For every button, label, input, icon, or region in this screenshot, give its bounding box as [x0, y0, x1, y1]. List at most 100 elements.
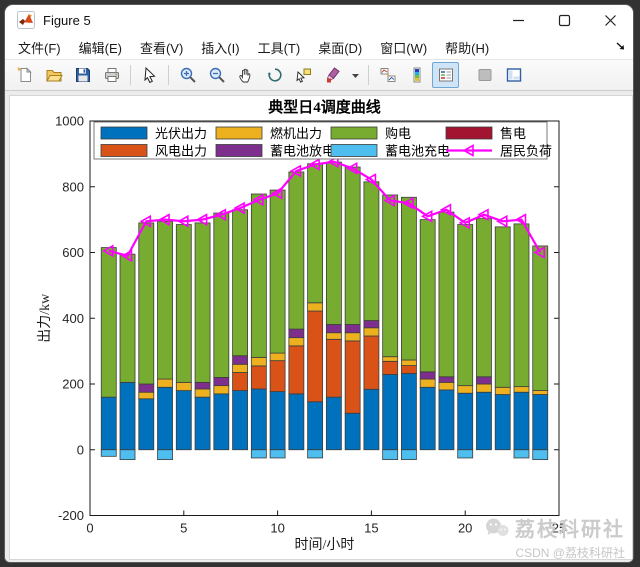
figure-area: 0 5 10 15 20 25 -200 0 200 400 600 800 1000 典型日4调度曲线时…	[5, 91, 634, 563]
legend-label-风电出力: 风电出力	[155, 144, 207, 159]
bar-h9-风电出力	[250, 365, 267, 390]
bar-h12-购电	[307, 163, 324, 304]
load-marker	[120, 249, 133, 263]
y-tick-label: 0	[77, 442, 84, 457]
dropdown-arrow-icon	[352, 73, 359, 78]
legend-swatch-蓄电池放电	[215, 144, 263, 157]
open-file-button[interactable]	[40, 62, 67, 88]
bar-h24-光伏出力	[532, 394, 549, 451]
bar-h2-购电	[119, 253, 136, 383]
print-figure-button[interactable]	[98, 62, 125, 88]
show-plot-tools-button[interactable]	[500, 62, 527, 88]
legend-swatch-售电	[445, 126, 493, 140]
load-marker	[139, 214, 152, 228]
close-button[interactable]	[587, 5, 633, 35]
link-plots-button[interactable]	[374, 62, 401, 88]
bar-h10-燃机出力	[269, 352, 286, 362]
bar-h16-燃机出力	[382, 356, 399, 362]
insert-legend-button[interactable]	[432, 62, 459, 88]
bar-h14-蓄电池放电	[344, 324, 361, 334]
chart-title: 典型日4调度曲线	[268, 98, 381, 116]
plot-canvas[interactable]: 0 5 10 15 20 25-20002004006008001000典型日4调度曲线时…	[5, 91, 634, 563]
legend-swatch-风电出力	[100, 144, 148, 157]
bar-h6-蓄电池放电	[194, 381, 211, 390]
menu-file[interactable]: 文件(F)	[18, 40, 61, 56]
insert-colorbar-button[interactable]	[403, 62, 430, 88]
load-marker	[402, 196, 414, 210]
save-figure-icon	[75, 68, 90, 82]
y-tick-label: -200	[58, 508, 84, 523]
hide-plot-tools-button[interactable]	[471, 62, 498, 88]
menu-help[interactable]: 帮助(H)	[445, 40, 490, 56]
data-cursor-button[interactable]	[290, 62, 317, 88]
legend-label-燃机出力: 燃机出力	[270, 126, 322, 141]
colorbar-icon	[413, 67, 420, 83]
load-marker	[458, 216, 470, 230]
menu-desktop[interactable]: 桌面(D)	[318, 40, 363, 56]
bar-h8-燃机出力	[232, 363, 248, 373]
menu-edit[interactable]: 编辑(E)	[78, 40, 122, 56]
minimize-button[interactable]	[495, 5, 541, 35]
menu-view[interactable]: 查看(V)	[139, 40, 184, 56]
bar-h16-购电	[382, 194, 399, 358]
pan-button[interactable]	[232, 62, 259, 88]
bar-h17-风电出力	[401, 365, 417, 374]
bar-h5-燃机出力	[175, 381, 192, 391]
bar-h12-燃机出力	[307, 302, 324, 312]
load-marker	[345, 161, 358, 175]
bar-h3-蓄电池放电	[138, 383, 155, 393]
bar-h9-燃机出力	[250, 356, 267, 367]
bar-h7-购电	[213, 212, 230, 378]
bar-h23-购电	[513, 223, 530, 388]
load-marker	[270, 186, 283, 200]
bar-h15-蓄电池放电	[363, 320, 380, 329]
save-figure-button[interactable]	[69, 62, 96, 88]
menu-tools[interactable]: 工具(T)	[257, 40, 301, 56]
legend-swatch-蓄电池充电	[330, 144, 378, 157]
load-marker	[289, 164, 302, 178]
bar-h17-光伏出力	[401, 373, 417, 451]
bar-h19-燃机出力	[438, 381, 455, 391]
menu-overflow-arrow-icon[interactable]	[615, 39, 627, 57]
toolbar-separator	[368, 65, 369, 85]
hide-plot-tools-icon	[478, 69, 491, 81]
bars-layer	[100, 161, 549, 461]
rotate-3d-button[interactable]	[261, 62, 288, 88]
bar-h6-购电	[194, 222, 211, 383]
bar-h17-购电	[401, 196, 417, 361]
open-file-icon	[45, 70, 63, 82]
data-cursor-icon	[295, 68, 311, 83]
zoom-out-button[interactable]	[203, 62, 230, 88]
bar-h12-光伏出力	[307, 401, 324, 451]
brush-dropdown-button[interactable]	[348, 62, 363, 88]
legend-label-蓄电池放电: 蓄电池放电	[270, 144, 335, 159]
zoom-in-icon	[180, 67, 196, 83]
maximize-button[interactable]	[541, 5, 587, 35]
bar-h3-购电	[138, 222, 155, 385]
edit-plot-button[interactable]	[136, 62, 163, 88]
menu-window[interactable]: 窗口(W)	[380, 40, 428, 56]
brush-data-button[interactable]	[319, 62, 346, 88]
bar-h11-燃机出力	[288, 337, 305, 347]
minimize-icon	[512, 19, 524, 21]
menu-insert[interactable]: 插入(I)	[201, 40, 240, 56]
bar-h17-燃机出力	[401, 359, 417, 366]
bar-h22-燃机出力	[494, 386, 511, 395]
title-bar: Figure 5	[5, 5, 633, 35]
legend-swatch-光伏出力	[100, 126, 148, 140]
bar-h14-风电出力	[344, 340, 361, 414]
legend-icon	[438, 68, 453, 82]
y-tick-label: 1000	[55, 114, 84, 129]
link-plots-icon	[380, 68, 395, 82]
new-figure-button[interactable]	[11, 62, 38, 88]
bar-h4-购电	[157, 220, 173, 380]
bar-h5-购电	[175, 224, 192, 383]
load-marker	[496, 214, 508, 228]
zoom-in-button[interactable]	[174, 62, 201, 88]
show-plot-tools-icon	[506, 68, 521, 82]
bar-h3-光伏出力	[138, 398, 155, 451]
x-tick-label: 0	[86, 521, 93, 536]
bar-h8-光伏出力	[232, 390, 248, 451]
close-icon	[604, 14, 616, 26]
